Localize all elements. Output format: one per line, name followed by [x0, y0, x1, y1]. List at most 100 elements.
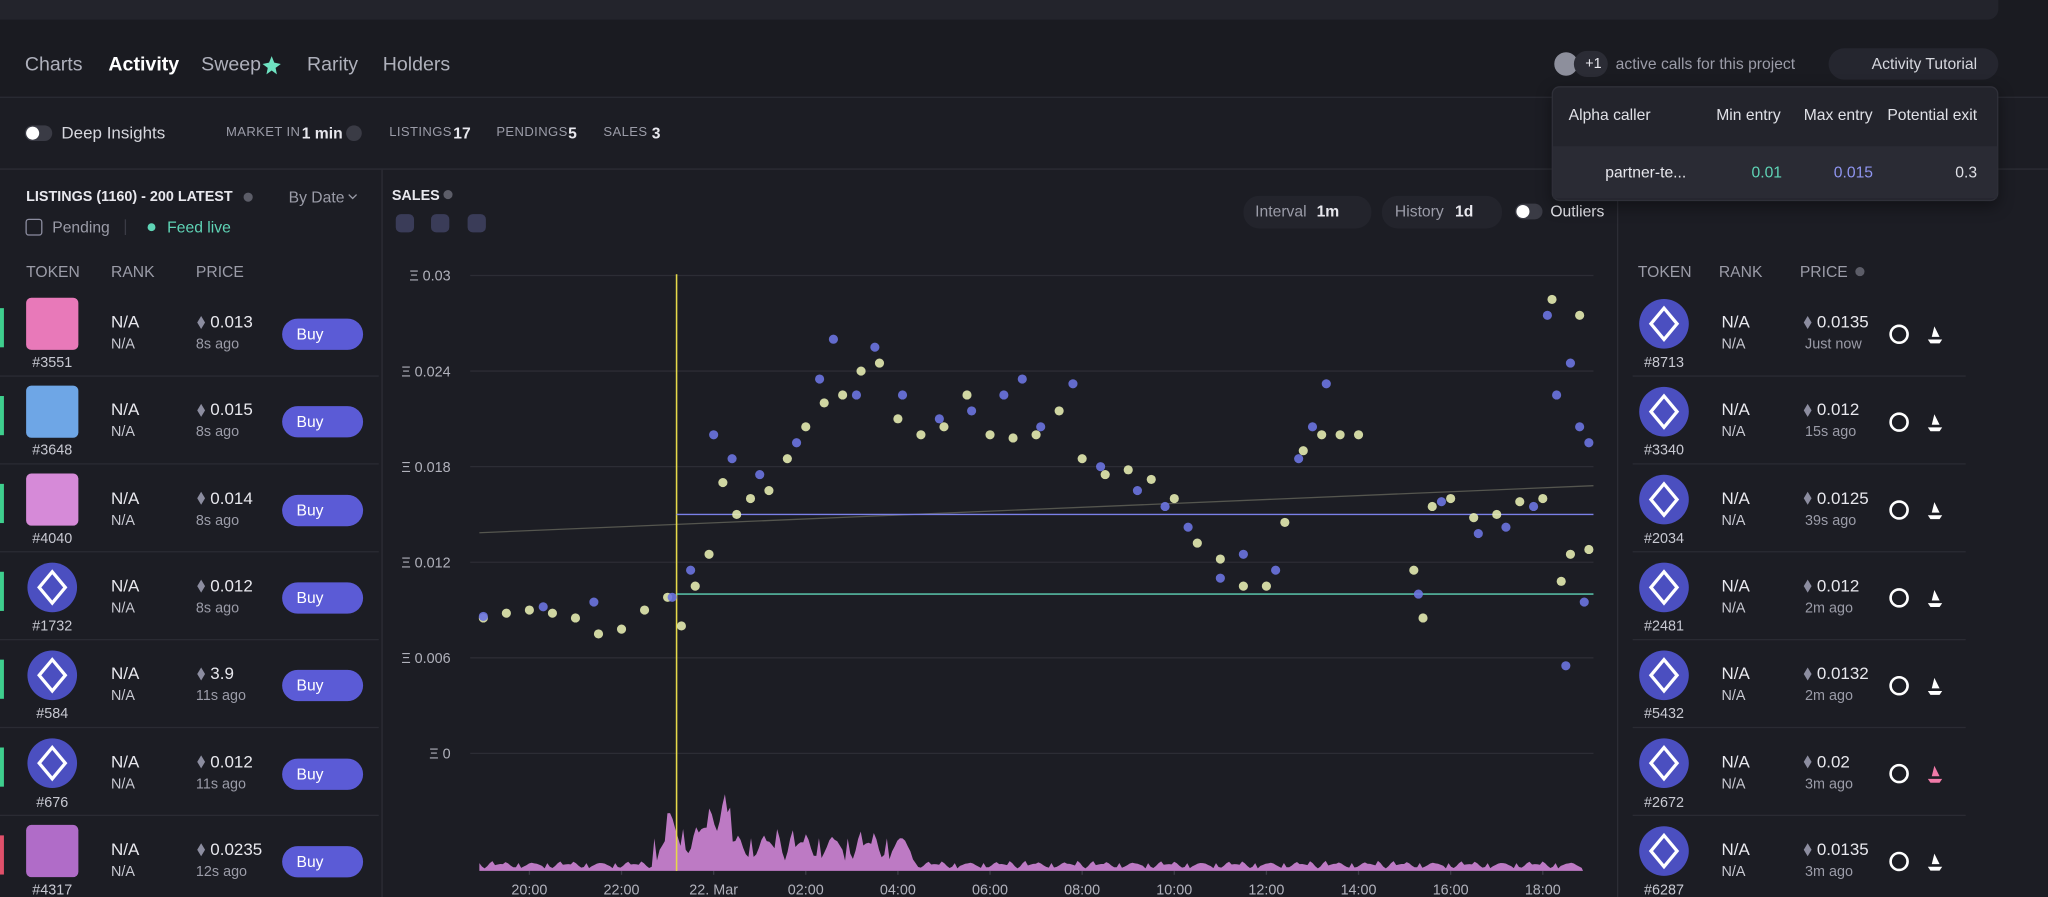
time: 12s ago [195, 864, 248, 880]
deep-insights: Deep Insights [61, 122, 166, 143]
interval-pill[interactable] [1243, 195, 1372, 229]
value: 3 [651, 124, 661, 143]
sale-point [916, 430, 926, 440]
buy-button[interactable] [282, 757, 364, 790]
token-id: #676 [36, 794, 69, 811]
history-pill[interactable] [1381, 195, 1503, 229]
price: 0.0235 [210, 839, 263, 859]
sale-point [478, 611, 488, 621]
feed-live[interactable]: Feed live [167, 218, 231, 237]
tab[interactable]: Activity [108, 53, 180, 76]
token-id: #2481 [1644, 618, 1684, 635]
rank: N/A [111, 312, 140, 332]
rank: N/A [1721, 663, 1750, 684]
eth-icon [1803, 579, 1812, 593]
rank: N/A [1721, 839, 1750, 859]
time: Just now [1805, 336, 1862, 353]
row-accent [0, 308, 4, 348]
sort[interactable]: By Date [288, 188, 345, 207]
sale-point [1552, 390, 1562, 400]
eth-icon [197, 315, 206, 330]
buy[interactable]: Buy [296, 852, 324, 871]
buy-button[interactable] [282, 845, 364, 878]
sale-point [1183, 522, 1193, 532]
value: 1 min [301, 124, 343, 143]
buy-button[interactable] [282, 406, 364, 438]
label: Interval [1255, 202, 1307, 221]
token-avatar [1639, 474, 1689, 525]
popup-value: 0.3 [1955, 163, 1978, 182]
eth-icon [197, 579, 206, 593]
buy[interactable]: Buy [296, 325, 324, 344]
sale-point [1335, 430, 1345, 440]
buy[interactable]: Buy [296, 588, 324, 607]
market-icon [1927, 590, 1943, 608]
rank-sub: N/A [1721, 600, 1746, 617]
outliers[interactable]: Outliers [1550, 202, 1605, 221]
diamond [1648, 744, 1680, 782]
buy-button[interactable] [282, 582, 364, 614]
token-id: #6287 [1644, 882, 1684, 897]
token-avatar [27, 650, 78, 701]
label: SALES [603, 125, 648, 140]
chevron [348, 194, 358, 200]
x-tick-label: 04:00 [880, 882, 916, 897]
x-tick-label: 22. Mar [689, 882, 738, 897]
sale-point [1008, 433, 1018, 443]
eth-icon [1803, 403, 1812, 417]
time: 8s ago [195, 600, 240, 617]
sale-point [1215, 554, 1225, 564]
value: 5 [568, 124, 577, 143]
sale-point [616, 624, 627, 634]
price: 0.012 [210, 575, 253, 596]
sale-point [1547, 294, 1557, 304]
label: PENDINGS [496, 125, 568, 140]
chart-icon [1889, 851, 1909, 872]
buy-button[interactable] [282, 494, 364, 526]
sale-point [1436, 497, 1447, 507]
sale-point [856, 366, 866, 376]
buy[interactable]: Buy [296, 676, 324, 695]
sale-point [1238, 581, 1248, 591]
info-icon [443, 189, 453, 200]
sale-point [547, 608, 558, 618]
value: 1m [1316, 202, 1340, 221]
sale-point [1584, 544, 1594, 555]
eth-icon [197, 843, 206, 857]
time: 2m ago [1805, 688, 1853, 705]
sale-point [1446, 493, 1456, 504]
row-accent [0, 659, 4, 699]
price: 0.0125 [1816, 487, 1869, 508]
x-tick-label: 02:00 [788, 882, 824, 897]
token-id: #584 [36, 706, 69, 723]
sale-point [1501, 522, 1511, 532]
tab[interactable]: Holders [382, 53, 451, 76]
buy[interactable]: Buy [296, 412, 324, 432]
pending[interactable]: Pending [52, 218, 110, 237]
token-id: #4040 [32, 530, 73, 547]
tutorial[interactable]: Activity Tutorial [1871, 54, 1978, 74]
price: 3.9 [210, 663, 234, 684]
token-avatar [1639, 562, 1689, 613]
tab[interactable]: Charts [24, 53, 83, 76]
sale-point [1556, 576, 1566, 586]
chart-mode-icon [395, 214, 415, 233]
caller-name: partner-te... [1605, 163, 1687, 182]
sale-point [1100, 470, 1110, 480]
token-id: #8713 [1644, 355, 1684, 371]
buy-button[interactable] [282, 318, 364, 350]
buy-button[interactable] [282, 670, 364, 702]
price: 0.015 [210, 399, 253, 420]
buy[interactable]: Buy [296, 764, 324, 783]
tab[interactable]: Sweep [201, 53, 262, 76]
sale-point [1492, 509, 1502, 520]
price: 0.012 [1816, 575, 1860, 596]
tutorial-button[interactable] [1828, 48, 1999, 80]
sale-point [1132, 485, 1143, 496]
time: 8s ago [195, 512, 240, 529]
sale-point [1077, 454, 1087, 464]
sale-point [1036, 422, 1046, 432]
sale-point [939, 422, 949, 432]
buy[interactable]: Buy [296, 500, 324, 520]
tab[interactable]: Rarity [306, 53, 359, 76]
